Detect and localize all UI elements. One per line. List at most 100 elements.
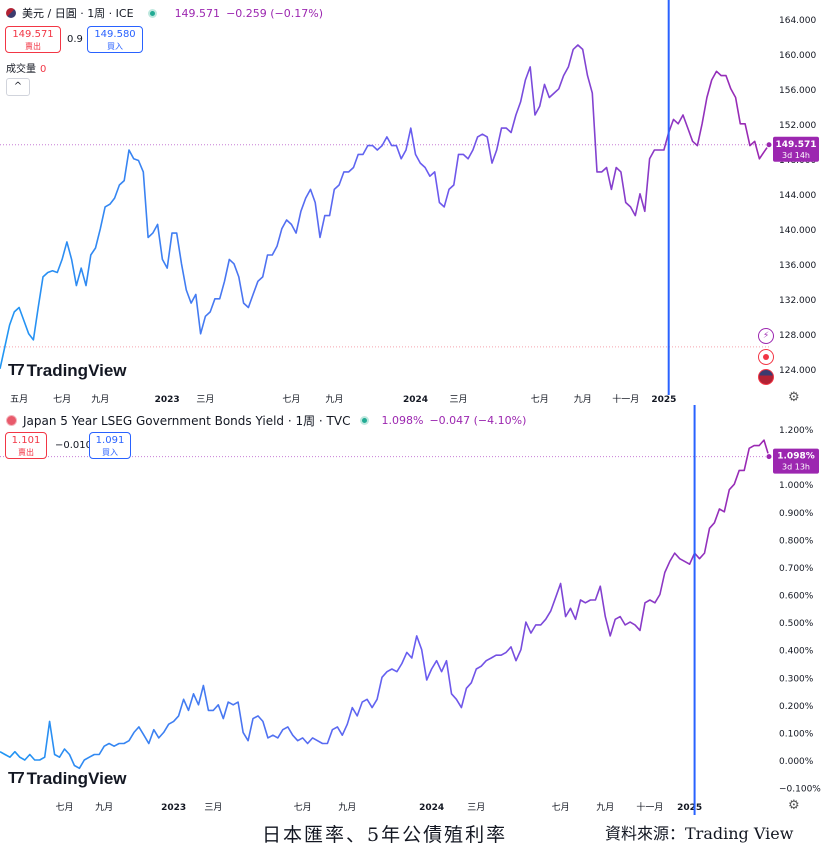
- bottom-y-tick-label: 1.200%: [779, 426, 814, 436]
- figure-caption: 日本匯率、5年公債殖利率: [262, 824, 508, 846]
- us-flag-icon-2: [758, 369, 774, 385]
- bottom-price: 1.098%: [381, 414, 424, 427]
- bottom-x-tick-label: 三月: [467, 802, 485, 813]
- market-status-icon: [147, 8, 157, 18]
- bottom-y-tick-label: 0.500%: [779, 619, 814, 629]
- series-status-icon: [6, 415, 17, 426]
- bottom-x-tick-label: 九月: [95, 802, 113, 813]
- volume-value: 0: [40, 64, 47, 75]
- top-x-tick-label: 三月: [196, 394, 214, 405]
- top-y-tick-label: 132.000: [779, 296, 816, 306]
- top-last-price-sub: 3d 14h: [782, 151, 810, 160]
- top-buy-price: 149.580: [94, 29, 136, 40]
- bottom-symbol[interactable]: Japan 5 Year LSEG Government Bonds Yield…: [23, 414, 351, 428]
- top-x-tick-label: 七月: [531, 394, 549, 405]
- tradingview-mark-icon: T7: [8, 362, 25, 379]
- gear-icon-2[interactable]: ⚙: [788, 798, 800, 813]
- top-buy-label: 買入: [107, 42, 123, 51]
- top-y-tick-label: 156.000: [779, 86, 816, 96]
- bottom-sell-price: 1.101: [11, 435, 41, 446]
- bottom-y-tick-label: 0.300%: [779, 674, 814, 684]
- bottom-y-tick-label: 0.000%: [779, 757, 814, 767]
- us-flag-icon: [6, 8, 16, 18]
- bottom-x-tick-label: 九月: [338, 802, 356, 813]
- bottom-y-tick-label: 0.600%: [779, 592, 814, 602]
- top-last-point: [765, 141, 773, 149]
- bottom-y-tick-label: 0.700%: [779, 564, 814, 574]
- top-x-tick-label: 九月: [91, 394, 109, 405]
- bottom-last-price-box: [773, 448, 819, 474]
- bottom-spread: −0.010: [55, 440, 93, 451]
- top-x-tick-label: 九月: [325, 394, 343, 405]
- bottom-x-tick-label: 2024: [419, 803, 444, 813]
- bottom-last-point: [765, 453, 773, 461]
- bottom-series-line: [0, 439, 770, 770]
- top-symbol[interactable]: 美元 / 日圓 · 1周 · ICE: [22, 7, 134, 20]
- top-y-tick-label: 136.000: [779, 261, 816, 271]
- top-y-tick-label: 144.000: [779, 191, 816, 201]
- bottom-y-tick-label: −0.100%: [779, 785, 821, 795]
- bottom-y-tick-label: 0.200%: [779, 702, 814, 712]
- chevron-up-icon: ^: [13, 81, 23, 92]
- top-sell-button[interactable]: 149.571 賣出: [5, 26, 61, 53]
- bottom-x-tick-label: 九月: [596, 802, 614, 813]
- top-y-tick-label: 128.000: [779, 331, 816, 341]
- top-y-tick-label: 124.000: [779, 366, 816, 376]
- bottom-y-tick-label: 0.800%: [779, 536, 814, 546]
- tradingview-mark-icon-2: T7: [8, 770, 25, 787]
- bottom-x-tick-label: 2025: [677, 803, 702, 813]
- top-x-tick-label: 五月: [10, 394, 28, 405]
- top-change: −0.259 (−0.17%): [226, 6, 324, 20]
- lightning-icon[interactable]: ⚡: [758, 328, 774, 344]
- top-buy-button[interactable]: 149.580 買入: [87, 26, 143, 53]
- bottom-y-tick-label: 0.100%: [779, 729, 814, 739]
- bottom-y-tick-label: 0.400%: [779, 647, 814, 657]
- top-x-tick-label: 七月: [282, 394, 300, 405]
- top-spread: 0.9: [67, 34, 83, 45]
- top-sell-price: 149.571: [12, 29, 54, 40]
- volume-label: 成交量: [6, 64, 36, 75]
- bottom-x-tick-label: 十一月: [636, 801, 663, 813]
- bottom-y-tick-label: 1.000%: [779, 481, 814, 491]
- tradingview-logo-text-2: TradingView: [26, 769, 127, 788]
- top-series-line: [0, 44, 770, 369]
- bottom-last-price-sub: 3d 13h: [782, 463, 810, 472]
- top-y-tick-label: 140.000: [779, 226, 816, 236]
- top-x-tick-label: 三月: [450, 394, 468, 405]
- figure-source: 資料來源：Trading View: [605, 824, 794, 843]
- alert-icon[interactable]: [758, 349, 774, 365]
- top-x-tick-label: 2024: [403, 395, 428, 405]
- bottom-x-tick-label: 七月: [55, 802, 73, 813]
- tradingview-logo-top: T7 TradingView: [8, 361, 127, 381]
- top-x-tick-label: 2023: [155, 395, 180, 405]
- bottom-buy-button[interactable]: 1.091 買入: [89, 432, 131, 459]
- top-y-tick-label: 160.000: [779, 51, 816, 61]
- bottom-buy-label: 買入: [102, 448, 118, 457]
- bottom-sell-label: 賣出: [18, 448, 34, 457]
- top-y-tick-label: 164.000: [779, 16, 816, 26]
- bottom-buy-price: 1.091: [95, 435, 125, 446]
- top-x-tick-label: 十一月: [612, 393, 639, 405]
- gear-icon[interactable]: ⚙: [788, 390, 800, 405]
- charts-svg: 164.000160.000156.000152.000148.000144.0…: [0, 0, 821, 815]
- collapse-button[interactable]: ^: [6, 78, 30, 96]
- bottom-x-tick-label: 三月: [204, 802, 222, 813]
- bottom-header: Japan 5 Year LSEG Government Bonds Yield…: [6, 412, 526, 429]
- top-last-price-box: [773, 136, 819, 162]
- tradingview-logo-bottom: T7 TradingView: [8, 769, 127, 789]
- top-x-tick-label: 七月: [53, 394, 71, 405]
- top-x-tick-label: 九月: [574, 394, 592, 405]
- top-last-price-label: 149.571: [776, 140, 817, 150]
- top-header: 美元 / 日圓 · 1周 · ICE 149.571 −0.259 (−0.17…: [6, 5, 323, 21]
- volume-legend: 成交量 0: [6, 60, 46, 75]
- bottom-x-tick-label: 七月: [552, 802, 570, 813]
- top-sell-label: 賣出: [25, 42, 41, 51]
- top-x-tick-label: 2025: [651, 395, 676, 405]
- bottom-sell-button[interactable]: 1.101 賣出: [5, 432, 47, 459]
- bottom-last-price-label: 1.098%: [777, 452, 815, 462]
- bottom-y-tick-label: 0.900%: [779, 509, 814, 519]
- top-y-tick-label: 152.000: [779, 121, 816, 131]
- bottom-x-tick-label: 七月: [294, 802, 312, 813]
- tradingview-logo-text: TradingView: [26, 361, 127, 380]
